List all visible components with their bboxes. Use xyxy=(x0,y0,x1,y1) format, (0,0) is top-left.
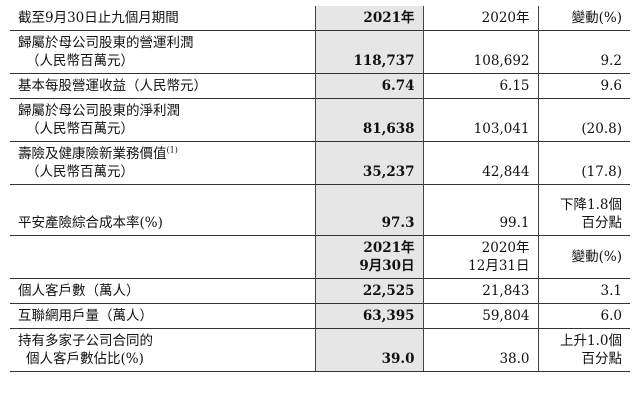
value-2021: 35,237 xyxy=(314,141,423,185)
subheader-blank xyxy=(10,235,315,279)
row-label-line1: 壽險及健康險新業務價值(1) xyxy=(18,145,178,162)
value-change: 9.6 xyxy=(537,73,630,99)
table-row: 歸屬於母公司股東的營運利潤 （人民幣百萬元） 118,737 108,692 9… xyxy=(10,30,630,74)
value-2021: 81,638 xyxy=(314,98,423,142)
row-label-line1: 歸屬於母公司股東的營運利潤 xyxy=(18,35,194,51)
value-2021: 97.3 xyxy=(314,184,423,236)
table-header-row: 截至9月30日止九個月期間 2021年 2020年 變動(%) xyxy=(10,6,630,31)
table-subheader-row: 2021年 9月30日 2020年 12月31日 變動(%) xyxy=(10,235,630,279)
value-2020: 99.1 xyxy=(422,184,538,236)
value-2020: 6.15 xyxy=(422,73,538,99)
value-change: 3.1 xyxy=(537,278,630,304)
value-2020: 103,041 xyxy=(422,98,538,142)
year-2020-header: 2020年 xyxy=(422,6,538,31)
table-row: 壽險及健康險新業務價值(1) （人民幣百萬元） 35,237 42,844 (1… xyxy=(10,141,630,185)
year-2021-header: 2021年 xyxy=(314,6,423,31)
row-label-line2: （人民幣百萬元） xyxy=(26,164,134,180)
value-2020: 21,843 xyxy=(422,278,538,304)
value-change: (20.8) xyxy=(537,98,630,142)
value-2020: 38.0 xyxy=(422,328,538,372)
row-label: 歸屬於母公司股東的淨利潤 （人民幣百萬元） xyxy=(10,98,315,142)
row-label: 持有多家子公司合同的 個人客戶數佔比(%) xyxy=(10,328,315,372)
value-2021: 63,395 xyxy=(314,303,423,329)
table-row: 基本每股營運收益（人民幣元） 6.74 6.15 9.6 xyxy=(10,73,630,99)
value-2021: 6.74 xyxy=(314,73,423,99)
value-2021: 118,737 xyxy=(314,30,423,74)
value-2020: 108,692 xyxy=(422,30,538,74)
value-2021: 39.0 xyxy=(314,328,423,372)
row-label-line2: （人民幣百萬元） xyxy=(26,53,134,69)
row-label-line1: 持有多家子公司合同的 xyxy=(18,333,153,349)
financial-summary-table: 截至9月30日止九個月期間 2021年 2020年 變動(%) 歸屬於母公司股東… xyxy=(10,6,630,372)
row-label-line2: 個人客戶數佔比(%) xyxy=(26,351,144,367)
value-change: 9.2 xyxy=(537,30,630,74)
change-header-2: 變動(%) xyxy=(537,235,630,279)
table-row: 個人客戶數（萬人） 22,525 21,843 3.1 xyxy=(10,278,630,304)
row-label: 基本每股營運收益（人民幣元） xyxy=(10,73,315,99)
value-2020: 59,804 xyxy=(422,303,538,329)
change-header: 變動(%) xyxy=(537,6,630,31)
table-row: 平安產險綜合成本率(%) 97.3 99.1 下降1.8個 百分點 xyxy=(10,184,630,236)
value-change: 下降1.8個 百分點 xyxy=(537,184,630,236)
date-2020-header: 2020年 12月31日 xyxy=(422,235,538,279)
value-2021: 22,525 xyxy=(314,278,423,304)
period-header: 截至9月30日止九個月期間 xyxy=(18,10,179,26)
date-2021-header: 2021年 9月30日 xyxy=(314,235,423,279)
row-label: 壽險及健康險新業務價值(1) （人民幣百萬元） xyxy=(10,141,315,185)
footnote-marker: (1) xyxy=(166,145,178,155)
table-row: 互聯網用戶量（萬人） 63,395 59,804 6.0 xyxy=(10,303,630,329)
table-row: 歸屬於母公司股東的淨利潤 （人民幣百萬元） 81,638 103,041 (20… xyxy=(10,98,630,142)
row-label-line2: （人民幣百萬元） xyxy=(26,121,134,137)
row-label: 個人客戶數（萬人） xyxy=(10,278,315,304)
row-label: 平安產險綜合成本率(%) xyxy=(10,184,315,236)
value-change: 上升1.0個 百分點 xyxy=(537,328,630,372)
table-row: 持有多家子公司合同的 個人客戶數佔比(%) 39.0 38.0 上升1.0個 百… xyxy=(10,328,630,372)
value-change: (17.8) xyxy=(537,141,630,185)
row-label-line1: 歸屬於母公司股東的淨利潤 xyxy=(18,103,180,119)
row-label: 互聯網用戶量（萬人） xyxy=(10,303,315,329)
value-change: 6.0 xyxy=(537,303,630,329)
value-2020: 42,844 xyxy=(422,141,538,185)
row-label: 歸屬於母公司股東的營運利潤 （人民幣百萬元） xyxy=(10,30,315,74)
